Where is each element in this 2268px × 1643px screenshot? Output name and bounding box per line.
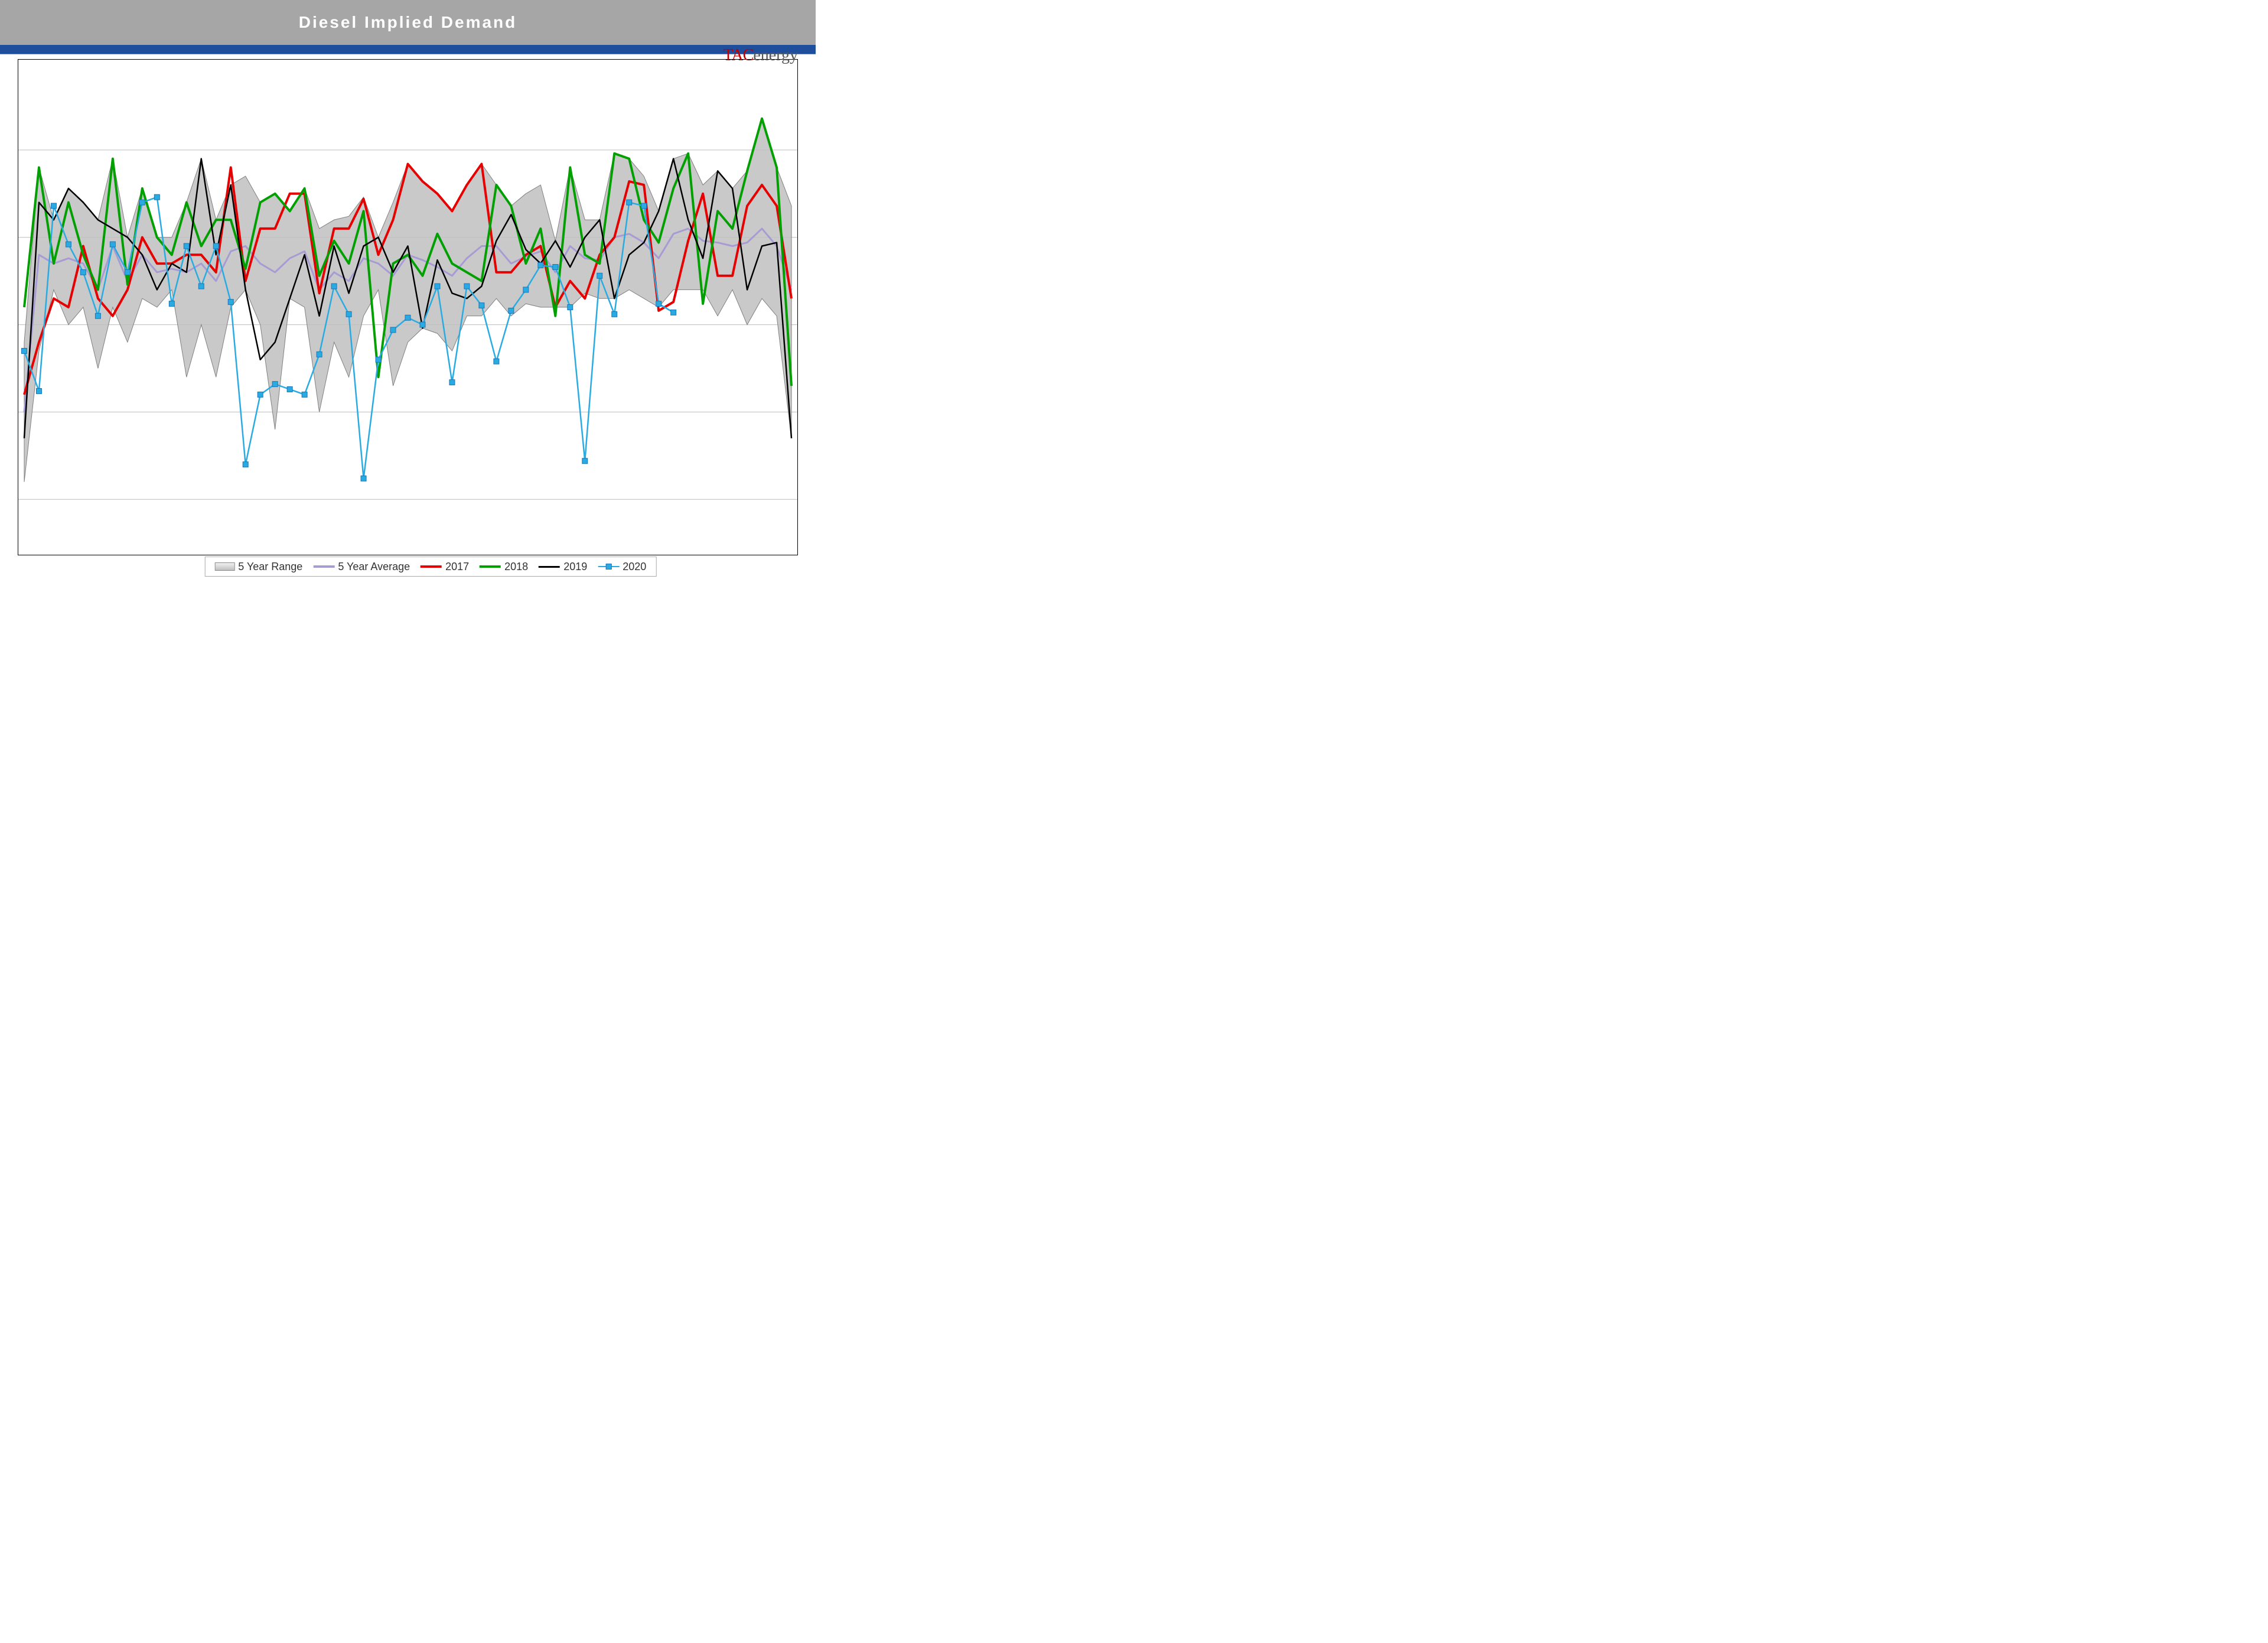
chart-container: Diesel Implied Demand TACenergy 5 Year R… <box>0 0 816 591</box>
brand-logo: TACenergy <box>724 46 798 65</box>
legend-label-avg: 5 Year Average <box>338 561 410 573</box>
chart-title: Diesel Implied Demand <box>299 13 517 32</box>
legend-label-2017: 2017 <box>445 561 469 573</box>
legend-marker-2020 <box>598 563 619 570</box>
logo-text-2: energy <box>753 46 798 64</box>
legend-item-2017: 2017 <box>421 561 469 573</box>
legend-label-range: 5 Year Range <box>238 561 302 573</box>
legend-label-2019: 2019 <box>563 561 587 573</box>
legend-item-2018: 2018 <box>480 561 528 573</box>
legend-label-2018: 2018 <box>504 561 528 573</box>
legend-swatch-range <box>214 562 234 571</box>
legend-line-2019 <box>539 566 560 568</box>
legend-label-2020: 2020 <box>623 561 646 573</box>
logo-text-1: TAC <box>724 46 754 64</box>
plot-area <box>18 59 798 555</box>
legend-item-range: 5 Year Range <box>214 561 302 573</box>
legend: 5 Year Range 5 Year Average 2017 2018 20… <box>204 557 656 577</box>
legend-line-2017 <box>421 565 442 568</box>
legend-item-avg: 5 Year Average <box>313 561 410 573</box>
legend-line-2018 <box>480 565 501 568</box>
legend-line-avg <box>313 565 334 568</box>
title-bar: Diesel Implied Demand <box>0 0 816 45</box>
legend-item-2019: 2019 <box>539 561 587 573</box>
chart-svg <box>18 60 797 555</box>
legend-item-2020: 2020 <box>598 561 646 573</box>
accent-bar <box>0 45 816 54</box>
